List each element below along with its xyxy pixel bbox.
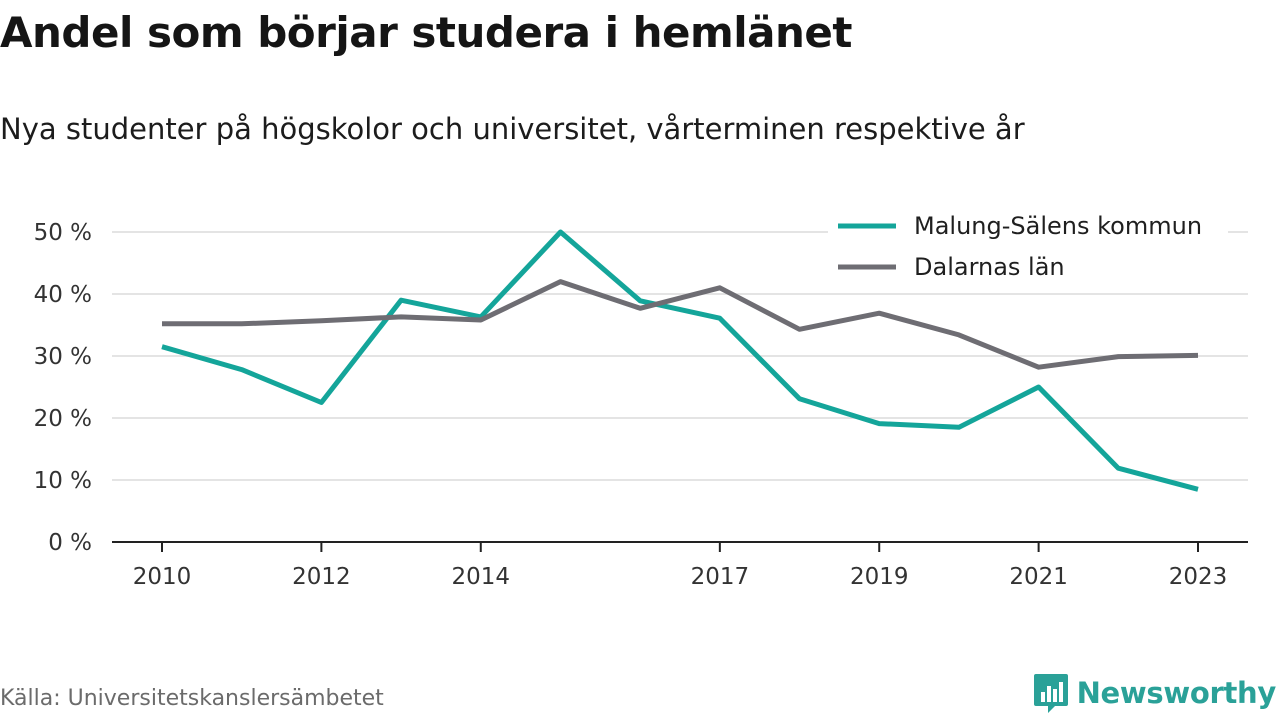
bar-chart-logo-icon <box>1033 674 1068 713</box>
series-lines <box>161 229 1199 492</box>
series-line-dalarna <box>162 279 1199 370</box>
axes: 0 % 10 % 20 % 30 % 40 % 50 % 2010 2012 2014 2017 2… <box>34 220 1248 590</box>
series-line-malung-salen <box>161 229 1199 492</box>
y-tick-label: 10 % <box>34 468 92 494</box>
y-tick-label: 40 % <box>34 282 92 308</box>
y-tick-label: 50 % <box>34 220 92 246</box>
y-tick-label: 0 % <box>48 530 92 556</box>
legend-background <box>828 200 1228 292</box>
x-tick-label: 2014 <box>451 564 510 590</box>
x-tick-label: 2023 <box>1169 564 1228 590</box>
x-tick-label: 2017 <box>691 564 750 590</box>
legend-label: Malung-Sälens kommun <box>914 212 1202 240</box>
y-tick-label: 20 % <box>34 406 92 432</box>
x-tick-label: 2021 <box>1009 564 1068 590</box>
y-tick-label: 30 % <box>34 344 92 370</box>
source-note: Källa: Universitetskanslersämbetet <box>0 686 384 711</box>
legend: Malung-Sälens kommun Dalarnas län <box>828 200 1228 292</box>
chart-subtitle: Nya studenter på högskolor och universit… <box>0 112 1025 146</box>
chart-title: Andel som börjar studera i hemlänet <box>0 8 853 57</box>
x-tick-label: 2010 <box>133 564 192 590</box>
x-tick-label: 2012 <box>292 564 351 590</box>
brand-name: Newsworthy <box>1076 676 1277 710</box>
x-tick-label: 2019 <box>850 564 909 590</box>
brand-logo: Newsworthy <box>1033 672 1276 714</box>
legend-label: Dalarnas län <box>914 253 1065 281</box>
